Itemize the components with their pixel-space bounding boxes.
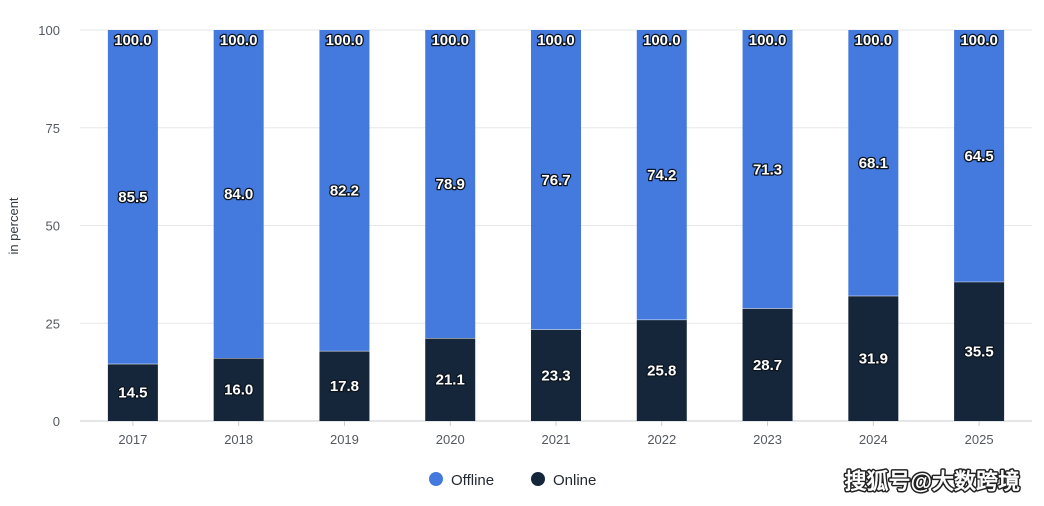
data-label-offline-2024: 68.1 (859, 155, 888, 172)
x-tick-label-2017: 2017 (118, 432, 147, 447)
data-label-offline-2023: 71.3 (753, 161, 782, 178)
bar-online-2020 (425, 338, 476, 421)
data-label-total-2023: 100.0 (749, 32, 787, 49)
data-label-online-2021: 23.3 (541, 367, 570, 384)
bar-online-2021 (531, 329, 581, 421)
x-tick-label-2025: 2025 (965, 432, 994, 447)
x-tick-label-2019: 2019 (330, 432, 359, 447)
y-tick-label-100: 100 (38, 23, 60, 38)
data-label-offline-2020: 78.9 (436, 176, 465, 193)
bar-online-2017 (107, 364, 158, 421)
watermark: 搜狐号@大数跨境 (845, 469, 1020, 494)
x-tick-label-2020: 2020 (436, 432, 465, 447)
x-tick-label-2022: 2022 (647, 432, 676, 447)
data-label-total-2019: 100.0 (326, 32, 364, 49)
data-label-total-2025: 100.0 (960, 32, 998, 49)
y-tick-label-75: 75 (46, 121, 60, 136)
bar-online-2023 (742, 308, 793, 421)
data-label-total-2021: 100.0 (537, 32, 575, 49)
data-label-online-2023: 28.7 (753, 357, 782, 374)
data-label-online-2018: 16.0 (224, 382, 253, 399)
bar-offline-2025 (954, 30, 1005, 283)
bar-online-2024 (848, 296, 899, 421)
bar-offline-2018 (213, 30, 264, 359)
bar-offline-2021 (531, 30, 581, 330)
bar-online-2018 (213, 358, 264, 421)
legend-label-online: Online (553, 472, 596, 489)
x-tick-label-2021: 2021 (542, 432, 571, 447)
data-label-total-2022: 100.0 (643, 32, 681, 49)
bar-online-2025 (954, 282, 1005, 421)
y-tick-label-25: 25 (46, 316, 60, 331)
legend-label-offline: Offline (451, 472, 494, 489)
bar-offline-2017 (107, 30, 158, 365)
x-tick-label-2018: 2018 (224, 432, 253, 447)
legend-swatch-online (531, 472, 545, 486)
bars: 85.5 14.5 100.0 84.0 16.0 100.0 82.2 17.8 100.0 7… (107, 30, 1005, 421)
data-label-offline-2025: 64.5 (965, 148, 994, 165)
data-label-offline-2017: 85.5 (118, 189, 147, 206)
bar-offline-2022 (636, 30, 687, 321)
data-label-total-2020: 100.0 (431, 32, 469, 49)
data-label-offline-2019: 82.2 (330, 183, 359, 200)
y-axis-ticks: 0 25 50 75 100 (38, 23, 60, 429)
data-label-total-2017: 100.0 (114, 32, 152, 49)
data-label-total-2024: 100.0 (855, 32, 893, 49)
x-tick-label-2024: 2024 (859, 432, 888, 447)
legend-item-online[interactable]: Online (531, 472, 596, 489)
bar-offline-2023 (742, 30, 793, 309)
x-tick-label-2023: 2023 (753, 432, 782, 447)
y-tick-label-50: 50 (46, 219, 60, 234)
data-label-offline-2022: 74.2 (647, 167, 676, 184)
bar-offline-2024 (848, 30, 899, 297)
data-label-online-2020: 21.1 (436, 372, 465, 389)
legend-swatch-offline (429, 472, 443, 486)
data-label-offline-2018: 84.0 (224, 186, 253, 203)
legend: Offline Online (429, 472, 596, 489)
data-label-online-2022: 25.8 (647, 363, 676, 380)
bar-offline-2020 (425, 30, 476, 339)
bar-offline-2019 (319, 30, 370, 352)
y-tick-label-0: 0 (53, 414, 60, 429)
legend-item-offline[interactable]: Offline (429, 472, 494, 489)
data-label-online-2024: 31.9 (859, 351, 888, 368)
x-axis-ticks: 2017 2018 2019 2020 2021 2022 2023 2024 2025 (118, 421, 994, 447)
data-label-online-2025: 35.5 (965, 344, 994, 361)
data-label-total-2018: 100.0 (220, 32, 258, 49)
y-axis-label: in percent (6, 197, 21, 254)
data-label-online-2017: 14.5 (118, 385, 147, 402)
data-label-offline-2021: 76.7 (541, 172, 570, 189)
bar-online-2019 (319, 351, 370, 421)
bar-online-2022 (636, 320, 687, 421)
data-label-online-2019: 17.8 (330, 378, 359, 395)
